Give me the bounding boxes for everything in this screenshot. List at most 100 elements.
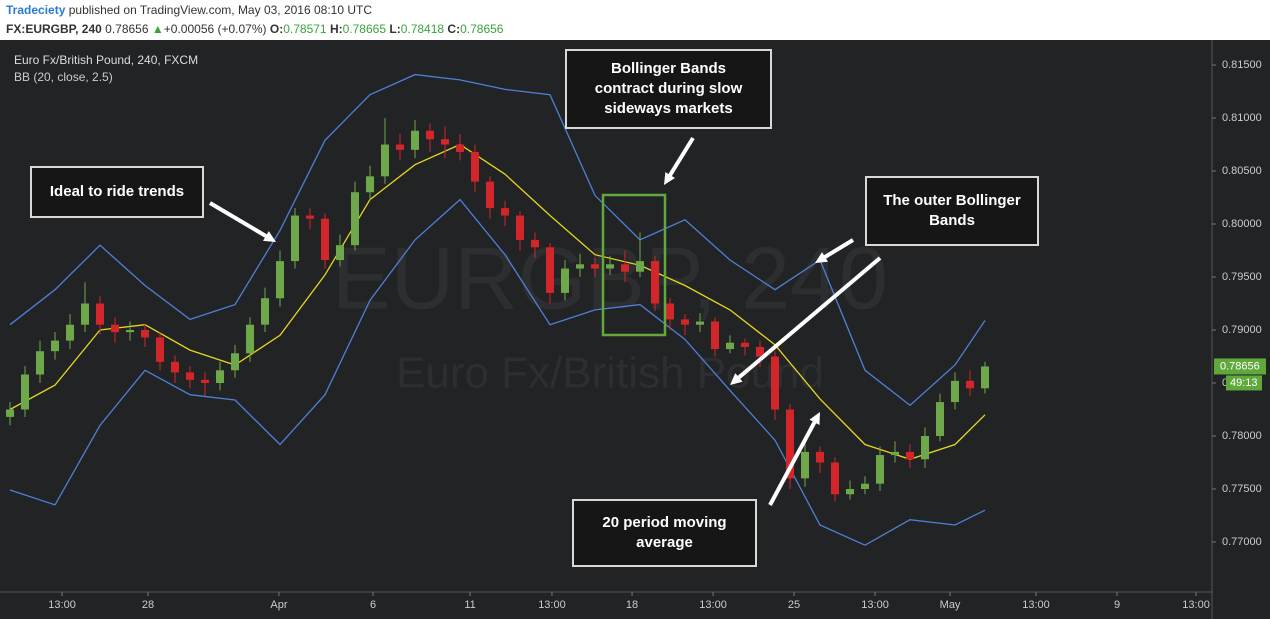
candles (6, 118, 990, 502)
annotation-text: average (636, 534, 693, 551)
symbol: FX:EURGBP, 240 (6, 22, 102, 36)
candle-body (711, 321, 720, 350)
candle-body (936, 402, 945, 436)
candle-body (696, 321, 705, 325)
annotation-box (565, 49, 772, 129)
annotation-text: Bands (929, 212, 975, 229)
price-label-box (1214, 358, 1266, 375)
candle-body (891, 451, 900, 456)
candle-body (411, 130, 420, 150)
candle-body (231, 353, 240, 371)
ohlc-key: C: (447, 22, 461, 36)
candle-body (141, 329, 150, 338)
candle-body (216, 370, 225, 383)
ohlc-key: O: (269, 22, 284, 36)
x-tick-label: 25 (788, 599, 800, 611)
candle-body (456, 144, 465, 152)
x-tick-label: 9 (1114, 599, 1120, 611)
x-tick-label: 28 (142, 599, 154, 611)
watermark-subtitle: Euro Fx/British Pound (396, 349, 824, 398)
candle-body (111, 324, 120, 333)
candle-body (336, 245, 345, 261)
candle-body (951, 380, 960, 403)
candle-body (276, 261, 285, 299)
y-tick-label: 0.79000 (1222, 324, 1262, 336)
candle-body (81, 303, 90, 325)
y-tick-label: 0.77500 (1222, 483, 1262, 495)
annotation-text: Ideal to ride trends (50, 183, 184, 200)
price-label: 0.78656 (1220, 360, 1260, 372)
candle-body (561, 268, 570, 293)
annotation-arrowhead (730, 373, 743, 385)
candle-body (681, 319, 690, 325)
highlight-box (601, 193, 667, 337)
candle-body (531, 239, 540, 248)
candle-body (666, 303, 675, 320)
annotation-arrow (820, 238, 855, 261)
candle-body (366, 176, 375, 193)
legend-title: Euro Fx/British Pound, 240, FXCM (14, 53, 198, 67)
countdown: 49:13 (1230, 377, 1258, 389)
annotation-arrow (734, 256, 882, 382)
candle-body (651, 261, 660, 304)
candle-body (546, 247, 555, 293)
band-line (9, 143, 986, 460)
annotations: Ideal to ride trends Bollinger Bands contr… (30, 49, 1039, 567)
candle-body (846, 488, 855, 495)
x-tick-label: 13:00 (48, 599, 76, 611)
candle-body (906, 451, 915, 460)
y-tick-label: 0.78000 (1222, 430, 1262, 442)
candle-body (156, 337, 165, 362)
candle-body (36, 351, 45, 375)
x-tick-label: 13:00 (538, 599, 566, 611)
header-line: Tradeciety published on TradingView.com,… (6, 3, 372, 17)
candle-body (606, 264, 615, 269)
x-tick-label: 11 (464, 599, 475, 611)
candle-body (321, 218, 330, 261)
published: published on TradingView.com, May 03, 20… (68, 3, 373, 17)
y-tick-label: 0.77000 (1222, 536, 1262, 548)
ohlc-key: H: (329, 22, 343, 36)
annotation-text: contract during slow (595, 80, 743, 97)
candle-body (621, 264, 630, 272)
candle-body (816, 451, 825, 463)
candle-body (801, 451, 810, 479)
candle-body (501, 208, 510, 216)
annotation-arrowhead (263, 231, 276, 242)
candle-body (786, 409, 795, 479)
change: +0.00056 (+0.07%) (163, 22, 267, 36)
candle-body (51, 340, 60, 352)
x-tick-label: 13:00 (1022, 599, 1050, 611)
candle-body (726, 342, 735, 350)
candle-body (486, 181, 495, 209)
candle-body (291, 215, 300, 262)
x-tick-label: 18 (626, 599, 638, 611)
candle-body (636, 261, 645, 272)
author[interactable]: Tradeciety (6, 3, 66, 17)
annotation-arrow (666, 136, 695, 180)
candle-body (966, 380, 975, 389)
chart: EURGBP, 240 Euro Fx/British Pound Euro F… (0, 40, 1270, 619)
annotation-text: Bollinger Bands (611, 60, 726, 77)
annotation-arrowhead (809, 412, 820, 425)
candle-body (21, 374, 30, 410)
candle-body (981, 366, 990, 389)
candle-body (201, 379, 210, 383)
candle-body (876, 455, 885, 484)
candle-body (66, 324, 75, 341)
x-tick-label: 13:00 (861, 599, 889, 611)
x-tick-label: 13:00 (699, 599, 727, 611)
y-tick-label: 0.80000 (1222, 218, 1262, 230)
header-line: FX:EURGBP, 240 0.78656 ▲+0.00056 (+0.07%… (6, 22, 503, 36)
annotation-arrow (768, 418, 818, 506)
candle-body (591, 264, 600, 269)
candle-body (186, 372, 195, 380)
ohlc: O:0.78571 H:0.78665 L:0.78418 C:0.78656 (270, 22, 504, 36)
annotation-text: The outer Bollinger (883, 192, 1021, 209)
countdown-box (1226, 375, 1262, 391)
arrow: ▲ (151, 22, 164, 36)
x-tick-label: Apr (270, 599, 287, 611)
ohlc-value: 0.78656 (460, 22, 504, 36)
axes: 0.770000.775000.780000.785000.790000.795… (48, 59, 1266, 611)
